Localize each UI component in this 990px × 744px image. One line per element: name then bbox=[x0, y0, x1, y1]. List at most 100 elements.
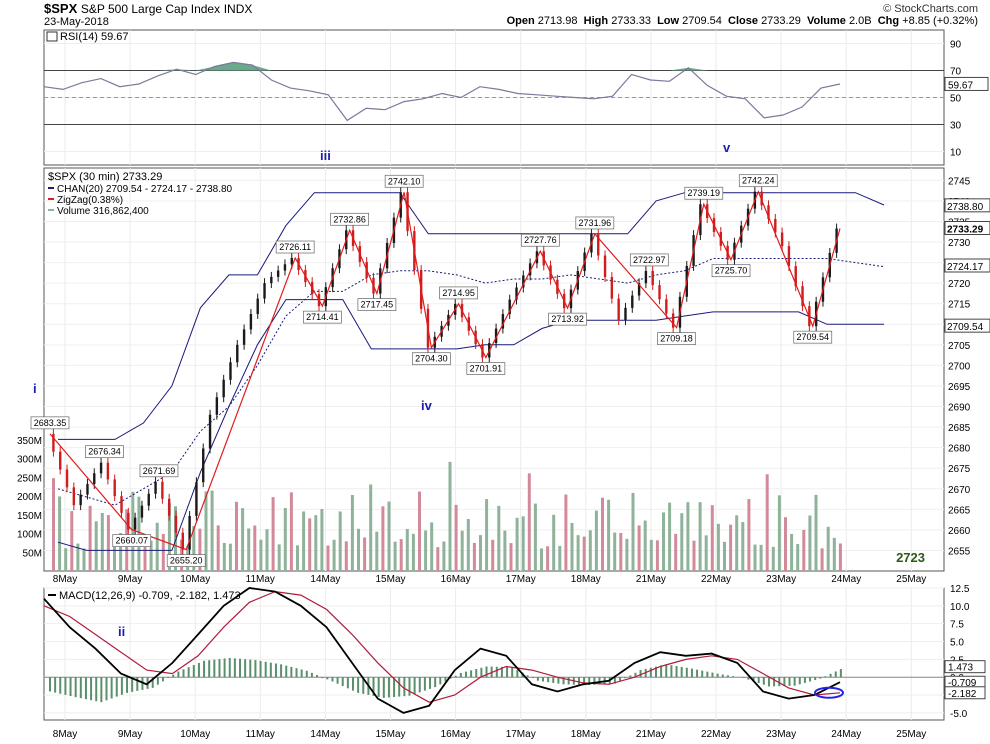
volume-bar bbox=[143, 534, 147, 571]
x-tick-label-macd: 15May bbox=[375, 729, 405, 740]
macd-histogram-bar bbox=[223, 658, 226, 678]
price-candle-body bbox=[290, 258, 293, 265]
macd-histogram-bar bbox=[752, 677, 755, 682]
pivot-label: 2732.86 bbox=[333, 214, 366, 224]
macd-histogram-bar bbox=[588, 677, 591, 686]
macd-histogram-bar bbox=[274, 663, 277, 678]
volume-bar bbox=[838, 543, 842, 571]
macd-histogram-bar bbox=[110, 677, 113, 699]
volume-bar bbox=[369, 484, 373, 571]
volume-label: Volume bbox=[806, 15, 846, 27]
volume-y-tick: 350M bbox=[17, 436, 42, 447]
macd-histogram-bar bbox=[239, 658, 242, 678]
price-candle-body bbox=[65, 469, 69, 488]
volume-bar bbox=[619, 532, 623, 571]
x-tick-label-macd: 25May bbox=[896, 729, 926, 740]
high-label: High bbox=[583, 15, 609, 27]
pivot-box bbox=[793, 330, 833, 344]
macd-histogram-bar bbox=[233, 658, 236, 678]
price-candle-body bbox=[59, 451, 62, 470]
volume-bar bbox=[320, 508, 324, 571]
price-candle-body bbox=[801, 286, 804, 307]
price-candle-body bbox=[188, 515, 191, 550]
volume-bar bbox=[418, 491, 421, 571]
price-candle-body bbox=[270, 276, 273, 284]
macd-histogram-bar bbox=[382, 677, 385, 698]
macd-last-value: -0.709 bbox=[948, 678, 977, 689]
open-label: Open bbox=[506, 15, 535, 27]
price-last-box bbox=[944, 318, 990, 333]
macd-histogram-bar bbox=[624, 677, 627, 679]
wave-label: ii bbox=[118, 624, 125, 639]
x-tick-label: 17May bbox=[506, 574, 536, 585]
volume-bar bbox=[771, 546, 775, 571]
macd-histogram-bar bbox=[151, 677, 154, 688]
pivot-box bbox=[548, 312, 587, 326]
volume-y-tick: 250M bbox=[17, 473, 42, 484]
price-candle-body bbox=[174, 515, 178, 533]
price-candle-body bbox=[86, 483, 89, 495]
macd-histogram-bar bbox=[285, 665, 288, 678]
volume-bar bbox=[753, 544, 757, 571]
volume-bar bbox=[497, 505, 501, 571]
macd-histogram-bar bbox=[526, 675, 529, 678]
macd-histogram-bar bbox=[141, 677, 144, 690]
price-candle-body bbox=[133, 517, 137, 530]
pivot-label: 2704.30 bbox=[415, 354, 448, 364]
channel-upper-line bbox=[58, 192, 885, 440]
macd-histogram-bar bbox=[321, 677, 324, 679]
price-y-tick: 2715 bbox=[948, 300, 971, 311]
price-candle-body bbox=[528, 263, 532, 276]
macd-histogram-bar bbox=[562, 677, 565, 685]
volume-bar bbox=[149, 540, 153, 571]
volume-bar bbox=[594, 510, 598, 571]
pivot-box bbox=[384, 174, 424, 188]
macd-histogram-bar bbox=[829, 673, 832, 678]
volume-bar bbox=[308, 518, 312, 571]
wave-label: i bbox=[33, 381, 37, 396]
macd-histogram-bar bbox=[613, 677, 616, 684]
rsi-y-tick: 30 bbox=[950, 121, 962, 132]
macd-histogram-bar bbox=[387, 677, 390, 698]
macd-histogram-bar bbox=[362, 677, 365, 694]
volume-bar bbox=[777, 495, 781, 571]
macd-histogram-bar bbox=[536, 677, 539, 681]
macd-histogram-bar bbox=[762, 677, 765, 685]
high-value: 2733.33 bbox=[611, 15, 651, 27]
volume-value: 2.0B bbox=[848, 15, 872, 27]
macd-histogram-bar bbox=[429, 677, 432, 689]
pivot-box bbox=[330, 212, 370, 226]
macd-histogram-bar bbox=[413, 677, 416, 695]
macd-histogram-bar bbox=[680, 666, 683, 678]
x-tick-label: 18May bbox=[571, 574, 601, 585]
volume-bar bbox=[808, 515, 812, 571]
price-candle-body bbox=[72, 487, 76, 506]
volume-bar bbox=[625, 538, 629, 571]
volume-bar bbox=[70, 511, 74, 571]
wave-label: iii bbox=[320, 148, 331, 163]
pivot-label: 2676.34 bbox=[88, 447, 121, 457]
volume-bar bbox=[174, 506, 177, 571]
pivot-box bbox=[711, 264, 751, 278]
pivot-box bbox=[657, 332, 696, 345]
volume-bar bbox=[662, 512, 665, 571]
volume-bar bbox=[228, 543, 232, 571]
macd-histogram-bar bbox=[660, 665, 663, 678]
volume-bar bbox=[332, 539, 336, 571]
price-candle-body bbox=[515, 287, 518, 300]
price-candle-body bbox=[140, 505, 144, 518]
close-value: 2733.29 bbox=[761, 15, 801, 27]
macd-histogram-bar bbox=[100, 677, 103, 703]
x-tick-label-macd: 10May bbox=[180, 729, 210, 740]
macd-histogram-bar bbox=[59, 677, 62, 694]
volume-bar bbox=[106, 515, 110, 571]
volume-bar bbox=[393, 541, 397, 571]
rsi-overbought-fill bbox=[44, 62, 840, 71]
macd-histogram-bar bbox=[74, 677, 77, 698]
macd-histogram-bar bbox=[336, 677, 339, 684]
macd-histogram-bar bbox=[531, 677, 534, 679]
volume-bar bbox=[302, 511, 306, 571]
price-candle-body bbox=[208, 414, 212, 449]
price-y-tick: 2655 bbox=[948, 546, 971, 557]
x-tick-label-macd: 17May bbox=[506, 729, 536, 740]
